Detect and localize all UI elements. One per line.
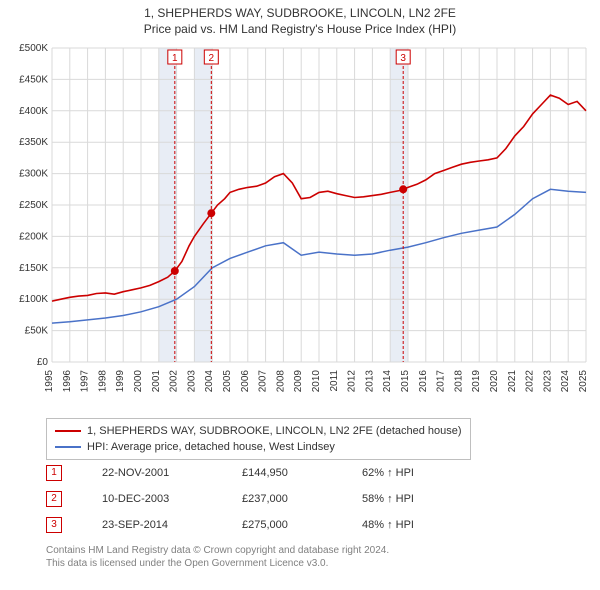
svg-text:2018: 2018 bbox=[453, 370, 464, 393]
title-main: 1, SHEPHERDS WAY, SUDBROOKE, LINCOLN, LN… bbox=[0, 6, 600, 20]
svg-text:2023: 2023 bbox=[542, 370, 553, 393]
footer-line2: This data is licensed under the Open Gov… bbox=[46, 557, 590, 570]
svg-text:2002: 2002 bbox=[169, 370, 180, 393]
svg-text:2007: 2007 bbox=[258, 370, 269, 393]
svg-text:2016: 2016 bbox=[418, 370, 429, 393]
marker-table: 1 22-NOV-2001 £144,950 62% ↑ HPI 2 10-DE… bbox=[46, 460, 452, 538]
svg-text:2001: 2001 bbox=[151, 370, 162, 393]
svg-text:2012: 2012 bbox=[347, 370, 358, 393]
svg-text:£100K: £100K bbox=[19, 294, 48, 305]
svg-text:2005: 2005 bbox=[222, 370, 233, 393]
svg-text:2021: 2021 bbox=[507, 370, 518, 393]
marker-date: 22-NOV-2001 bbox=[102, 467, 202, 479]
marker-row-3: 3 23-SEP-2014 £275,000 48% ↑ HPI bbox=[46, 512, 452, 538]
svg-text:1998: 1998 bbox=[97, 370, 108, 393]
marker-row-2: 2 10-DEC-2003 £237,000 58% ↑ HPI bbox=[46, 486, 452, 512]
chart: £0 £50K £100K £150K £200K £250K £300K £350K £400… bbox=[8, 42, 592, 412]
svg-text:2019: 2019 bbox=[471, 370, 482, 393]
legend-row-hpi: HPI: Average price, detached house, West… bbox=[55, 439, 462, 455]
svg-text:2022: 2022 bbox=[525, 370, 536, 393]
page: 1, SHEPHERDS WAY, SUDBROOKE, LINCOLN, LN… bbox=[0, 0, 600, 590]
marker-price: £144,950 bbox=[242, 467, 322, 479]
legend-label-hpi: HPI: Average price, detached house, West… bbox=[87, 439, 335, 455]
marker-box-icon: 2 bbox=[46, 491, 62, 507]
svg-text:2008: 2008 bbox=[275, 370, 286, 393]
svg-text:£350K: £350K bbox=[19, 137, 48, 148]
svg-text:2003: 2003 bbox=[186, 370, 197, 393]
svg-text:2014: 2014 bbox=[382, 370, 393, 393]
svg-text:2006: 2006 bbox=[240, 370, 251, 393]
svg-text:1: 1 bbox=[172, 53, 178, 64]
svg-text:£50K: £50K bbox=[25, 326, 49, 337]
svg-text:2025: 2025 bbox=[578, 370, 589, 393]
svg-text:1995: 1995 bbox=[44, 370, 55, 393]
marker-date: 10-DEC-2003 bbox=[102, 493, 202, 505]
svg-text:£300K: £300K bbox=[19, 169, 48, 180]
svg-text:£400K: £400K bbox=[19, 106, 48, 117]
footer-line1: Contains HM Land Registry data © Crown c… bbox=[46, 544, 590, 557]
footer-note: Contains HM Land Registry data © Crown c… bbox=[46, 544, 590, 570]
legend-swatch-hpi bbox=[55, 446, 81, 448]
svg-text:1997: 1997 bbox=[80, 370, 91, 393]
title-sub: Price paid vs. HM Land Registry's House … bbox=[0, 22, 600, 36]
marker-date: 23-SEP-2014 bbox=[102, 519, 202, 531]
marker-price: £275,000 bbox=[242, 519, 322, 531]
marker-pct: 62% ↑ HPI bbox=[362, 467, 452, 479]
svg-text:2000: 2000 bbox=[133, 370, 144, 393]
svg-text:£150K: £150K bbox=[19, 263, 48, 274]
legend-swatch-property bbox=[55, 430, 81, 432]
svg-text:3: 3 bbox=[400, 53, 406, 64]
svg-text:2017: 2017 bbox=[436, 370, 447, 393]
marker-pct: 58% ↑ HPI bbox=[362, 493, 452, 505]
marker-box-icon: 3 bbox=[46, 517, 62, 533]
svg-text:2: 2 bbox=[209, 53, 215, 64]
svg-text:2010: 2010 bbox=[311, 370, 322, 393]
marker-pct: 48% ↑ HPI bbox=[362, 519, 452, 531]
legend-row-property: 1, SHEPHERDS WAY, SUDBROOKE, LINCOLN, LN… bbox=[55, 423, 462, 439]
marker-row-1: 1 22-NOV-2001 £144,950 62% ↑ HPI bbox=[46, 460, 452, 486]
svg-text:£200K: £200K bbox=[19, 231, 48, 242]
legend-label-property: 1, SHEPHERDS WAY, SUDBROOKE, LINCOLN, LN… bbox=[87, 423, 462, 439]
svg-text:£250K: £250K bbox=[19, 200, 48, 211]
marker-price: £237,000 bbox=[242, 493, 322, 505]
svg-text:2004: 2004 bbox=[204, 370, 215, 393]
svg-text:1996: 1996 bbox=[62, 370, 73, 393]
svg-text:2011: 2011 bbox=[329, 370, 340, 392]
svg-text:2015: 2015 bbox=[400, 370, 411, 393]
svg-text:2009: 2009 bbox=[293, 370, 304, 393]
marker-box-icon: 1 bbox=[46, 465, 62, 481]
chart-titles: 1, SHEPHERDS WAY, SUDBROOKE, LINCOLN, LN… bbox=[0, 0, 600, 36]
svg-text:1999: 1999 bbox=[115, 370, 126, 393]
svg-text:£450K: £450K bbox=[19, 74, 48, 85]
legend: 1, SHEPHERDS WAY, SUDBROOKE, LINCOLN, LN… bbox=[46, 418, 471, 460]
chart-svg: £0 £50K £100K £150K £200K £250K £300K £350K £400… bbox=[8, 42, 592, 412]
svg-text:2013: 2013 bbox=[364, 370, 375, 393]
svg-text:£500K: £500K bbox=[19, 43, 48, 54]
svg-text:2020: 2020 bbox=[489, 370, 500, 393]
svg-text:£0: £0 bbox=[37, 357, 49, 368]
svg-text:2024: 2024 bbox=[560, 370, 571, 393]
